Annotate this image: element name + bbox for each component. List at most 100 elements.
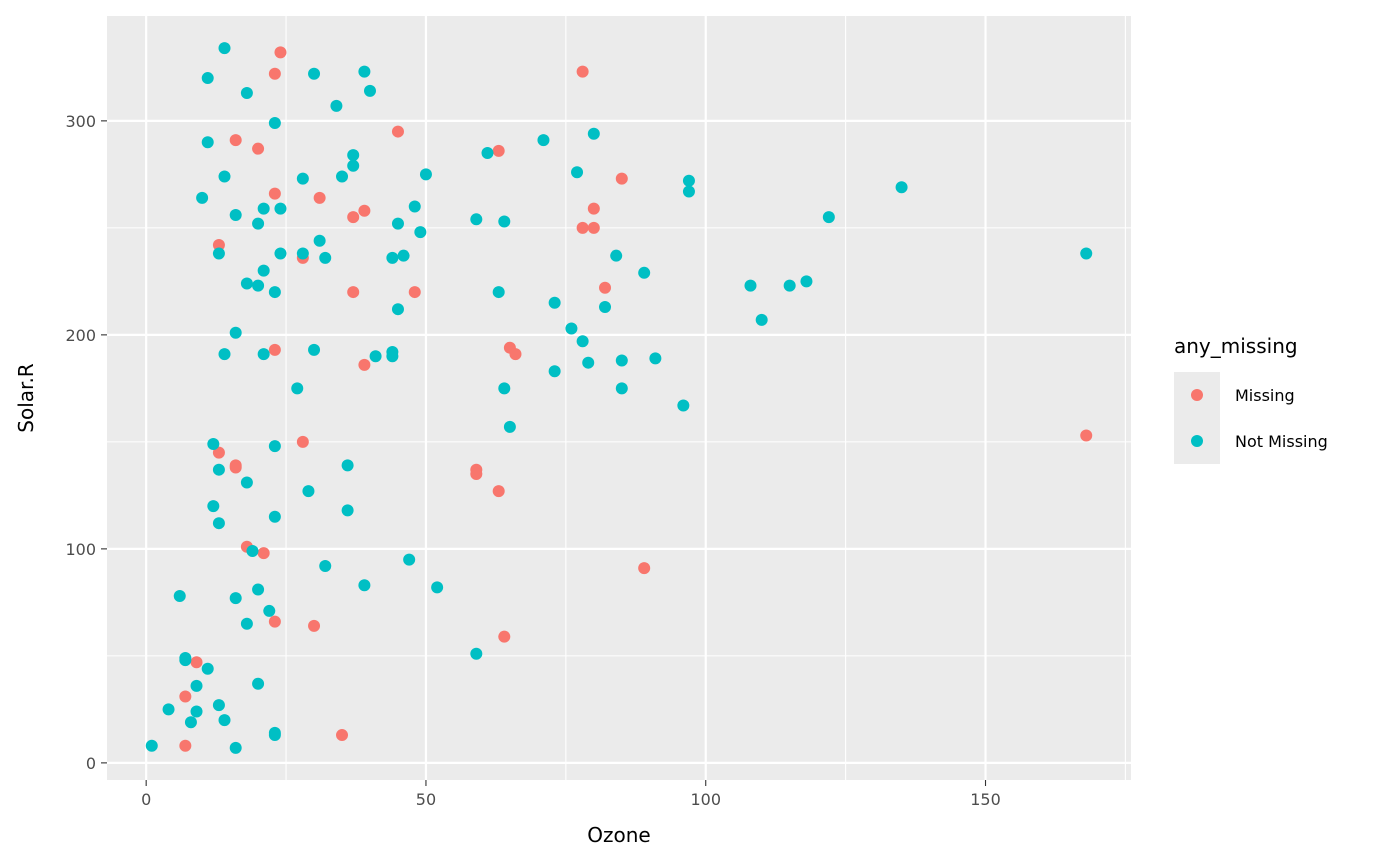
- point-not-missing: [218, 348, 231, 361]
- x-axis: 0 50 100 150: [141, 780, 1001, 809]
- point-missing: [587, 202, 600, 215]
- point-not-missing: [744, 279, 757, 292]
- point-not-missing: [397, 249, 410, 262]
- grid-major: [107, 16, 1131, 780]
- point-not-missing: [503, 420, 516, 433]
- point-not-missing: [358, 579, 371, 592]
- point-missing: [190, 656, 203, 669]
- point-missing: [268, 187, 281, 200]
- legend-label-missing: Missing: [1235, 386, 1295, 405]
- point-not-missing: [822, 211, 835, 224]
- point-not-missing: [330, 99, 343, 112]
- point-not-missing: [369, 350, 382, 363]
- legend-key-missing: [1191, 389, 1203, 401]
- point-not-missing: [308, 343, 321, 356]
- point-missing: [391, 125, 404, 138]
- point-not-missing: [677, 399, 690, 412]
- point-missing: [268, 615, 281, 628]
- point-not-missing: [240, 87, 253, 100]
- point-not-missing: [319, 251, 332, 264]
- point-not-missing: [492, 286, 505, 299]
- point-not-missing: [246, 545, 259, 558]
- point-missing: [252, 142, 265, 155]
- point-not-missing: [252, 677, 265, 690]
- point-not-missing: [201, 136, 214, 149]
- point-not-missing: [252, 217, 265, 230]
- point-not-missing: [391, 217, 404, 230]
- point-not-missing: [179, 654, 192, 667]
- x-tick-label: 0: [141, 790, 151, 809]
- point-not-missing: [414, 226, 427, 239]
- legend-keys-background: [1174, 372, 1220, 464]
- point-not-missing: [162, 703, 175, 716]
- point-not-missing: [240, 617, 253, 630]
- point-not-missing: [252, 583, 265, 596]
- point-not-missing: [296, 172, 309, 185]
- x-axis-title: Ozone: [587, 823, 650, 847]
- point-missing: [408, 286, 421, 299]
- point-not-missing: [268, 117, 281, 130]
- point-not-missing: [391, 303, 404, 316]
- point-not-missing: [308, 67, 321, 80]
- point-missing: [576, 221, 589, 234]
- point-missing: [212, 238, 225, 251]
- point-not-missing: [268, 729, 281, 742]
- point-not-missing: [229, 209, 242, 222]
- point-missing: [179, 690, 192, 703]
- point-not-missing: [274, 247, 287, 260]
- point-not-missing: [470, 213, 483, 226]
- point-not-missing: [218, 170, 231, 183]
- point-not-missing: [145, 739, 158, 752]
- point-not-missing: [682, 174, 695, 187]
- point-not-missing: [565, 322, 578, 335]
- point-not-missing: [755, 313, 768, 326]
- point-missing: [347, 211, 360, 224]
- point-not-missing: [212, 463, 225, 476]
- point-not-missing: [498, 215, 511, 228]
- point-missing: [336, 729, 349, 742]
- point-not-missing: [268, 286, 281, 299]
- point-not-missing: [229, 326, 242, 339]
- point-not-missing: [582, 356, 595, 369]
- point-not-missing: [419, 168, 432, 181]
- point-not-missing: [212, 247, 225, 260]
- point-not-missing: [212, 517, 225, 530]
- point-not-missing: [190, 679, 203, 692]
- point-not-missing: [537, 134, 550, 147]
- y-tick-label: 300: [65, 112, 96, 131]
- legend-title: any_missing: [1174, 334, 1298, 358]
- point-not-missing: [403, 553, 416, 566]
- x-tick-label: 50: [416, 790, 436, 809]
- point-not-missing: [319, 559, 332, 572]
- y-axis: 0 100 200 300: [65, 112, 107, 773]
- point-not-missing: [207, 500, 220, 513]
- point-not-missing: [470, 647, 483, 660]
- point-missing: [347, 286, 360, 299]
- point-missing: [492, 144, 505, 157]
- point-not-missing: [571, 166, 584, 179]
- point-not-missing: [240, 476, 253, 489]
- point-not-missing: [800, 275, 813, 288]
- point-not-missing: [615, 354, 628, 367]
- point-missing: [576, 65, 589, 78]
- data-points: [145, 42, 1093, 754]
- y-tick-label: 200: [65, 326, 96, 345]
- point-not-missing: [615, 382, 628, 395]
- point-missing: [229, 134, 242, 147]
- point-not-missing: [207, 438, 220, 451]
- point-missing: [638, 562, 651, 575]
- point-not-missing: [201, 662, 214, 675]
- plot-panel: [107, 16, 1131, 780]
- point-missing: [1080, 429, 1093, 442]
- point-not-missing: [649, 352, 662, 365]
- point-not-missing: [296, 247, 309, 260]
- point-missing: [615, 172, 628, 185]
- point-not-missing: [548, 365, 561, 378]
- point-not-missing: [274, 202, 287, 215]
- point-not-missing: [610, 249, 623, 262]
- point-not-missing: [498, 382, 511, 395]
- point-missing: [179, 739, 192, 752]
- point-not-missing: [240, 277, 253, 290]
- point-not-missing: [638, 266, 651, 279]
- point-not-missing: [363, 84, 376, 97]
